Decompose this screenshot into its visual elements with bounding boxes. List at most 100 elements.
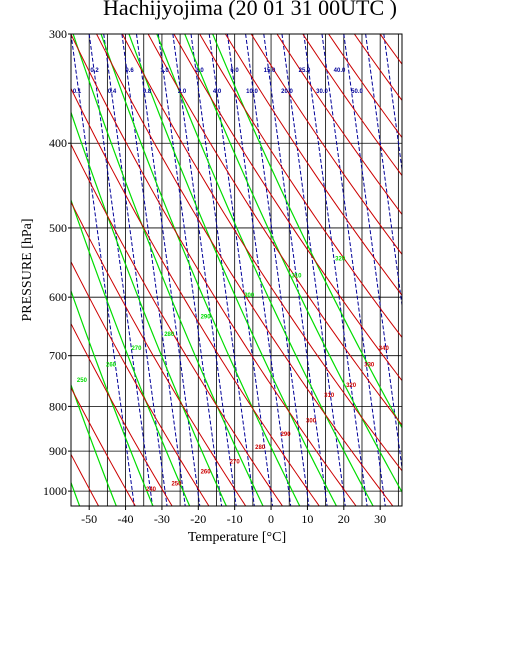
dry-adiabat-label: 340 [379,346,390,352]
moist-adiabat-line [184,34,402,494]
y-tick-label: 800 [49,399,67,413]
dry-adiabat-line [96,34,394,506]
dry-adiabat-label: 300 [306,419,317,425]
dry-adiabat-line [250,34,402,256]
mixing-ratio-label: 1.0 [160,68,169,74]
mixing-ratio-label: 0.8 [143,89,152,95]
dry-adiabat-line [71,143,283,506]
dry-adiabat-line [379,34,402,65]
y-tick-label: 900 [49,444,67,458]
dry-adiabat-line [71,201,247,506]
x-tick-label: 20 [338,512,350,526]
moist-adiabat-label: 320 [335,257,346,263]
mixing-ratio-line [281,34,346,506]
dry-adiabats [71,34,510,506]
mixing-ratio-label: 0.1 [73,89,82,95]
mixing-ratio-label: 4.0 [213,89,222,95]
dry-adiabat-label: 320 [346,383,357,389]
line-labels: 0.1 0.2 0.4 0.6 0.8 1.0 2.0 3.0 4.0 6.0 10.0 15.0 20… [73,68,390,493]
chart-title: Hachijyojima (20 01 31 00UTC ) [103,0,397,20]
y-axis-label: PRESSURE [hPa] [20,218,35,321]
dry-adiabat-line [276,34,402,216]
x-tick-label: 10 [301,512,313,526]
dry-adiabat-label: 310 [324,393,335,399]
moist-adiabat-line [71,480,81,506]
mixing-ratio-line [208,34,274,506]
mixing-ratio-line [190,34,255,506]
moist-adiabat-label: 250 [77,378,88,384]
dry-adiabat-line [199,34,402,339]
moist-adiabat-label: 300 [244,293,255,299]
moist-adiabat-line [71,110,227,506]
dry-adiabat-line [147,34,402,426]
dry-adiabat-label: 290 [281,432,292,438]
mixing-ratio-line [321,34,386,506]
moist-adiabats [71,34,402,506]
mixing-ratio-label: 0.4 [108,89,117,95]
y-tick-label: 500 [49,221,67,235]
mixing-ratio-label: 15.0 [264,68,276,74]
mixing-ratio-line [343,34,402,472]
moist-adiabat-line [71,383,117,506]
x-axis-ticks: -50 -40 -30 -20 -10 0 10 20 30 [81,506,386,526]
mixing-ratio-label: 3.0 [195,68,204,74]
dry-adiabat-line [483,34,510,506]
dry-adiabat-label: 280 [255,445,266,451]
moist-adiabat-line [72,34,264,506]
x-tick-label: 30 [374,512,386,526]
y-tick-label: 600 [49,290,67,304]
mixing-ratio-label: 0.2 [90,68,99,74]
x-tick-label: -30 [154,512,170,526]
dry-adiabat-line [71,386,136,506]
dry-adiabat-line [457,34,510,506]
x-tick-label: -50 [81,512,97,526]
moist-adiabat-label: 270 [131,346,142,352]
moist-adiabat-line [212,34,402,429]
dry-adiabat-line [406,34,510,506]
y-axis-ticks: 300 400 500 600 700 800 900 1000 [43,27,71,498]
dry-adiabat-line [328,34,402,139]
dry-adiabat-label: 270 [230,460,241,466]
dry-adiabat-line [225,34,402,297]
dry-adiabat-line [302,34,402,177]
moist-adiabat-line [128,34,337,506]
x-tick-label: -20 [190,512,206,526]
mixing-ratio-label: 50.0 [351,89,363,95]
mixing-ratio-line [226,34,292,506]
moist-adiabat-label: 310 [292,274,303,280]
moist-adiabat-line [100,34,301,506]
mixing-ratio-line [135,34,201,506]
plot-frame [70,33,403,507]
mixing-ratio-line [383,34,402,174]
mixing-ratio-line [172,34,237,506]
mixing-ratio-line [71,34,135,506]
mixing-ratio-label: 30.0 [316,89,328,95]
x-tick-label: -40 [118,512,134,526]
mixing-ratio-line [245,34,310,506]
mixing-ratio-label: 40.0 [334,68,346,74]
moist-adiabat-line [71,289,154,506]
dry-adiabat-line [173,34,402,382]
x-axis-label: Temperature [°C] [188,530,286,545]
x-tick-label: 0 [268,512,274,526]
dry-adiabat-line [121,34,402,472]
dry-adiabat-label: 240 [146,487,157,493]
mixing-ratio-line [103,34,168,506]
moist-adiabat-line [156,34,374,506]
moist-adiabat-label: 290 [201,315,212,321]
mixing-ratio-line [303,34,368,506]
x-tick-label: -10 [227,512,243,526]
dry-adiabat-label: 260 [201,470,212,476]
y-tick-label: 400 [49,136,67,150]
dry-adiabat-line [71,453,99,506]
dry-adiabat-label: 250 [171,481,182,487]
moist-adiabat-line [71,198,191,506]
y-tick-label: 1000 [43,484,67,498]
dry-adiabat-line [71,87,320,506]
mixing-ratio-label: 6.0 [230,68,239,74]
mixing-ratio-line [88,34,153,506]
dry-adiabat-line [71,34,357,506]
y-tick-label: 700 [49,349,67,363]
mixing-ratio-label: 10.0 [246,89,258,95]
